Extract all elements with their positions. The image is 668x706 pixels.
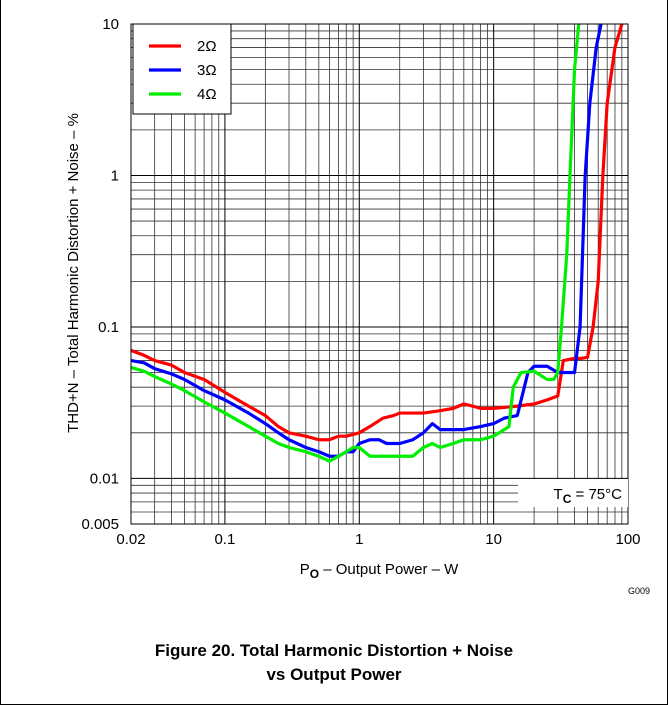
temperature-annotation: TC = 75°C xyxy=(518,479,628,507)
y-tick-label: 0.1 xyxy=(98,319,119,336)
x-axis-label-rest: – Output Power – W xyxy=(319,561,459,578)
annotation-box xyxy=(518,479,628,507)
x-tick-label: 100 xyxy=(615,531,640,548)
plot-border xyxy=(130,23,629,525)
legend-label: 3Ω xyxy=(197,62,217,79)
series-line xyxy=(131,24,624,442)
y-tick-label: 10 xyxy=(102,16,119,33)
annotation-rest: = 75°C xyxy=(571,486,622,503)
annotation-main: T xyxy=(554,486,563,503)
figure-caption-line1: Figure 20. Total Harmonic Distortion + N… xyxy=(154,641,514,660)
figure-code: G009 xyxy=(628,586,650,596)
x-tick-label: 0.02 xyxy=(116,531,145,548)
x-axis-label-subscript: O xyxy=(310,567,319,581)
y-tick-label: 0.005 xyxy=(81,516,119,533)
y-axis-label: THD+N – Total Harmonic Distortion + Nois… xyxy=(65,113,82,433)
annotation-text: TC = 75°C xyxy=(554,486,623,506)
grid-major xyxy=(131,24,628,524)
legend-label: 2Ω xyxy=(197,38,217,55)
x-axis-label: PO – Output Power – W xyxy=(300,561,459,581)
figure-caption-line2: vs Output Power xyxy=(266,665,402,684)
y-tick-label: 0.01 xyxy=(90,470,119,487)
x-tick-label: 1 xyxy=(355,531,363,548)
legend-label: 4Ω xyxy=(197,86,217,103)
y-tick-label: 1 xyxy=(111,167,119,184)
x-tick-label: 0.1 xyxy=(214,531,235,548)
x-tick-label: 10 xyxy=(485,531,502,548)
tick-labels: 0.02 0.1 1 10 100 0.005 0.01 0.1 1 10 xyxy=(81,16,640,548)
annotation-subscript: C xyxy=(563,492,572,506)
x-axis-label-main: P xyxy=(300,561,310,578)
series-line xyxy=(131,24,581,463)
legend: 2Ω 3Ω 4Ω xyxy=(132,23,232,115)
series-layer xyxy=(131,24,624,463)
